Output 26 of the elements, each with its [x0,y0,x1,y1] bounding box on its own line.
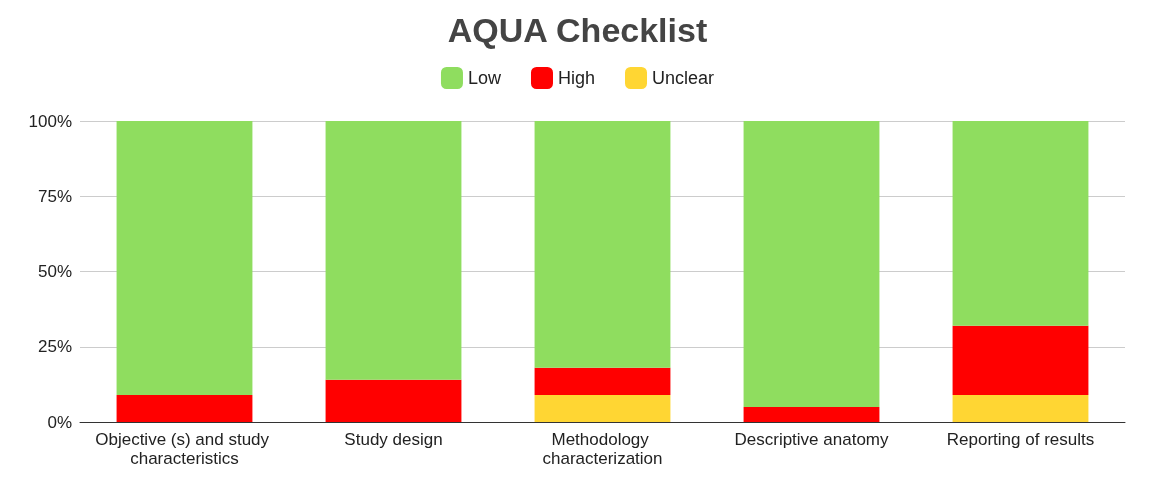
y-tick-label: 50% [37,262,72,281]
x-tick-label: Reporting of results [946,430,1095,449]
bar [952,325,1089,395]
y-tick-label: 100% [28,111,72,131]
bar [116,121,253,395]
bar [534,121,671,368]
bar [743,121,880,407]
bar [534,394,671,422]
chart-title: AQUA Checklist [447,11,708,49]
x-tick-label: Study design [344,430,443,449]
bar [952,121,1089,326]
y-tick-label: 25% [37,337,72,357]
bar [534,367,671,395]
bar [325,379,462,422]
x-tick-label: Descriptive anatomy [734,430,889,449]
bar [325,121,462,380]
bar [952,394,1089,422]
y-tick-label: 75% [37,186,72,206]
legend-label: Unclear [652,68,715,88]
x-tick-label: Objective (s) and study characteristics [95,430,274,468]
bar [116,394,253,422]
legend-label: High [557,68,596,88]
legend-label: Low [467,68,502,88]
bar [743,406,880,422]
y-tick-label: 0% [47,412,72,432]
x-tick-label: Methodology characterization [542,430,663,468]
